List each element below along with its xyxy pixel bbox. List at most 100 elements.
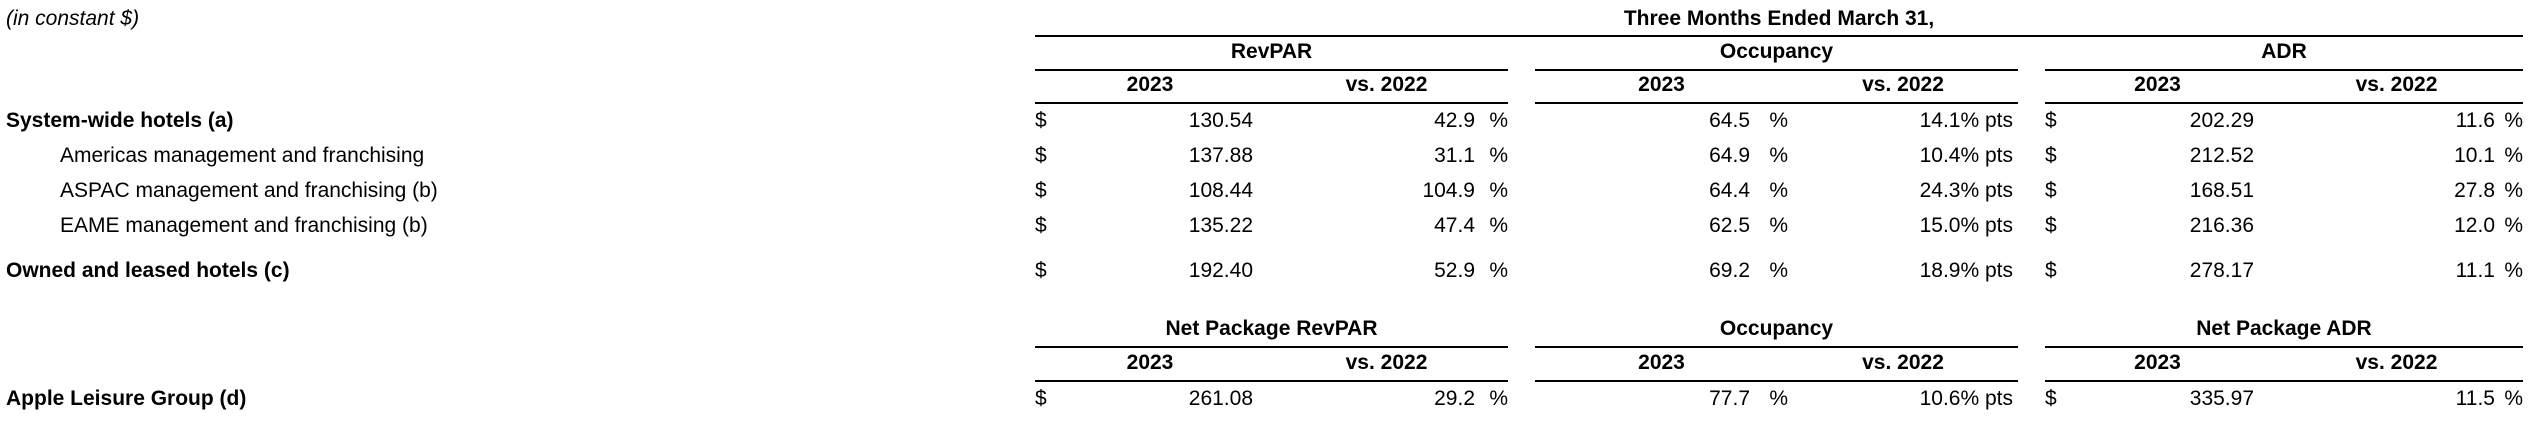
occupancy-2023-value: 64.4 (1709, 178, 1750, 202)
percent-sign: % (2504, 109, 2524, 133)
percent-sign: % (1769, 258, 1788, 282)
group-gap (2018, 138, 2045, 173)
table-row-apple-leisure-group: Apple Leisure Group (d) $ 261.08 29.2 % … (0, 381, 2523, 416)
adr-vs2022-value: 11.5 (2455, 387, 2495, 411)
group-gap (1508, 253, 1535, 288)
table-row-system-wide: System-wide hotels (a) $ 130.54 42.9 % 6… (0, 103, 2523, 138)
adr-vs2022-value: 10.1 (2454, 143, 2495, 167)
table-row-aspac: ASPAC management and franchising (b) $ 1… (0, 173, 2523, 208)
group-gap (2018, 103, 2045, 138)
dollar-sign: $ (2045, 109, 2057, 133)
row-label: ASPAC management and franchising (b) (60, 178, 438, 202)
col-header-np-adr-vs2022: vs. 2022 (2270, 347, 2524, 382)
row-label: EAME management and franchising (b) (60, 213, 428, 237)
group-header-occupancy-2: Occupancy (1535, 313, 2018, 348)
group-gap (2018, 347, 2045, 381)
adr-vs2022-value: 27.8 (2454, 178, 2495, 202)
revpar-vs2022-value: 104.9 (1422, 178, 1475, 202)
group-gap (2018, 173, 2045, 208)
group-gap (2018, 70, 2045, 103)
spacer-row (0, 243, 2523, 253)
row-label: Owned and leased hotels (c) (6, 258, 290, 282)
group-gap (1508, 347, 1535, 381)
revpar-vs2022-value: 47.4 (1434, 213, 1475, 237)
revpar-2023-value: 137.88 (1188, 143, 1253, 167)
adr-2023-value: 168.51 (2189, 178, 2254, 202)
group-gap (2018, 208, 2045, 243)
percent-sign: % (2504, 178, 2524, 202)
occupancy-vs2022-value: 10.4% pts (1919, 143, 2013, 167)
revpar-2023-value: 108.44 (1188, 178, 1253, 202)
group-gap (1508, 36, 1535, 70)
adr-2023-value: 202.29 (2189, 109, 2254, 133)
col-header-adr-vs2022: vs. 2022 (2270, 70, 2524, 104)
col-header-adr-2023: 2023 (2045, 70, 2270, 104)
group-gap (1508, 208, 1535, 243)
percent-sign: % (1769, 213, 1788, 237)
percent-sign: % (1769, 143, 1788, 167)
occupancy-vs2022-value: 14.1% pts (1919, 109, 2013, 133)
dollar-sign: $ (1035, 143, 1047, 167)
dollar-sign: $ (1035, 387, 1047, 411)
col-header-np-revpar-vs2022: vs. 2022 (1265, 347, 1508, 382)
percent-sign: % (1489, 109, 1508, 133)
group-gap (1508, 103, 1535, 138)
group-gap (1508, 173, 1535, 208)
dollar-sign: $ (1035, 213, 1047, 237)
group-gap (1508, 381, 1535, 416)
col-header-occ-2023: 2023 (1535, 70, 1788, 104)
adr-2023-value: 216.36 (2189, 213, 2254, 237)
revpar-2023-value: 261.08 (1188, 387, 1253, 411)
group-gap (1508, 70, 1535, 103)
percent-sign: % (1769, 387, 1788, 411)
dollar-sign: $ (1035, 258, 1047, 282)
empty-cell (0, 313, 1035, 347)
percent-sign: % (1489, 387, 1508, 411)
group-gap (1508, 138, 1535, 173)
group-header-net-package-revpar: Net Package RevPAR (1035, 313, 1508, 348)
occupancy-vs2022-value: 24.3% pts (1919, 178, 2013, 202)
percent-sign: % (2504, 213, 2524, 237)
empty-cell (0, 347, 1035, 381)
header-row-groups-2: Net Package RevPAR Occupancy Net Package… (0, 313, 2524, 348)
percent-sign: % (1769, 178, 1788, 202)
header-row-years-2: 2023 vs. 2022 2023 vs. 2022 2023 vs. 202… (0, 347, 2524, 382)
header-row-period: (in constant $) Three Months Ended March… (0, 0, 2524, 37)
revpar-2023-value: 192.40 (1188, 258, 1253, 282)
occupancy-2023-value: 69.2 (1709, 258, 1750, 282)
table-row-eame: EAME management and franchising (b) $ 13… (0, 208, 2523, 243)
occupancy-2023-value: 64.9 (1709, 143, 1750, 167)
percent-sign: % (2504, 143, 2524, 167)
group-header-occupancy: Occupancy (1535, 36, 2018, 71)
percent-sign: % (2504, 387, 2524, 411)
header-row-groups-1: RevPAR Occupancy ADR (0, 36, 2524, 71)
group-header-adr: ADR (2045, 36, 2524, 71)
dollar-sign: $ (2045, 213, 2057, 237)
dollar-sign: $ (2045, 178, 2057, 202)
group-header-net-package-adr: Net Package ADR (2045, 313, 2524, 348)
percent-sign: % (1489, 258, 1508, 282)
header-row-years-1: 2023 vs. 2022 2023 vs. 2022 2023 vs. 202… (0, 70, 2524, 104)
occupancy-2023-value: 64.5 (1709, 109, 1750, 133)
percent-sign: % (1489, 143, 1508, 167)
col-header-revpar-vs2022: vs. 2022 (1265, 70, 1508, 104)
dollar-sign: $ (1035, 109, 1047, 133)
revpar-vs2022-value: 52.9 (1434, 258, 1475, 282)
percent-sign: % (1769, 109, 1788, 133)
empty-cell (0, 70, 1035, 103)
col-header-occ2-2023: 2023 (1535, 347, 1788, 382)
revpar-vs2022-value: 29.2 (1434, 387, 1475, 411)
col-header-occ-vs2022: vs. 2022 (1788, 70, 2018, 104)
adr-vs2022-value: 12.0 (2454, 213, 2495, 237)
constant-dollar-note: (in constant $) (6, 7, 140, 30)
col-header-np-revpar-2023: 2023 (1035, 347, 1265, 382)
col-header-revpar-2023: 2023 (1035, 70, 1265, 104)
group-gap (2018, 36, 2045, 70)
spacer-row (0, 416, 2523, 446)
revpar-2023-value: 130.54 (1188, 109, 1253, 133)
adr-2023-value: 212.52 (2189, 143, 2254, 167)
revpar-vs2022-value: 42.9 (1434, 109, 1475, 133)
group-gap (2018, 253, 2045, 288)
